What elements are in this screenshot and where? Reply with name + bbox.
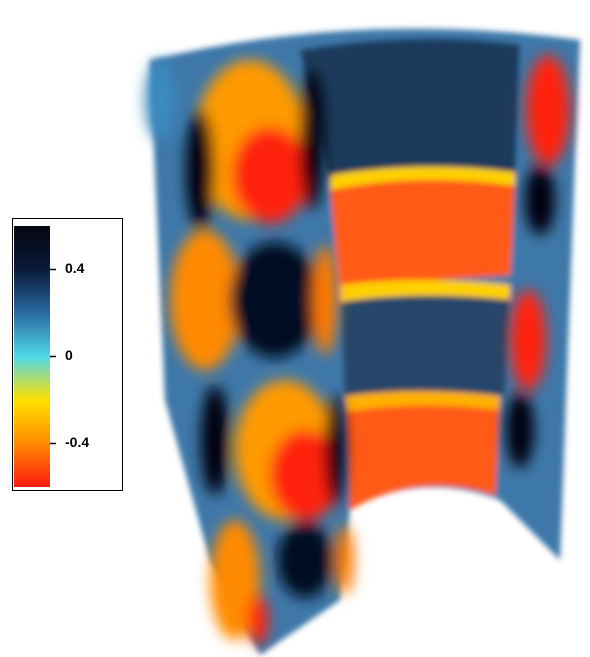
tick-label: 0.4: [65, 260, 85, 276]
volume-render: [145, 29, 580, 655]
tick-label: -0.4: [65, 434, 89, 450]
visualization: 0.4 0 -0.4: [0, 0, 590, 657]
colorbar: 0.4 0 -0.4: [13, 219, 123, 491]
colorbar-gradient: [14, 226, 50, 487]
tick-label: 0: [65, 347, 73, 363]
